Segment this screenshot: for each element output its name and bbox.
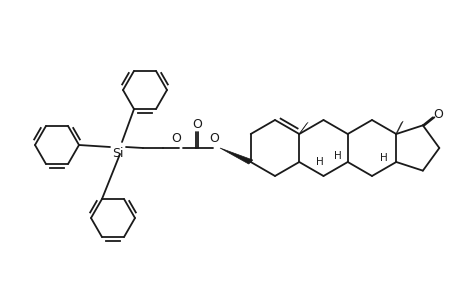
Polygon shape xyxy=(297,122,308,135)
Text: H: H xyxy=(333,151,341,161)
Text: O: O xyxy=(208,132,218,145)
Text: H: H xyxy=(379,153,387,163)
Polygon shape xyxy=(394,121,403,135)
Polygon shape xyxy=(219,148,252,164)
Text: O: O xyxy=(171,132,180,145)
Text: Si: Si xyxy=(112,146,123,160)
Text: O: O xyxy=(432,108,442,121)
Text: H: H xyxy=(315,157,323,167)
Text: O: O xyxy=(192,118,202,131)
